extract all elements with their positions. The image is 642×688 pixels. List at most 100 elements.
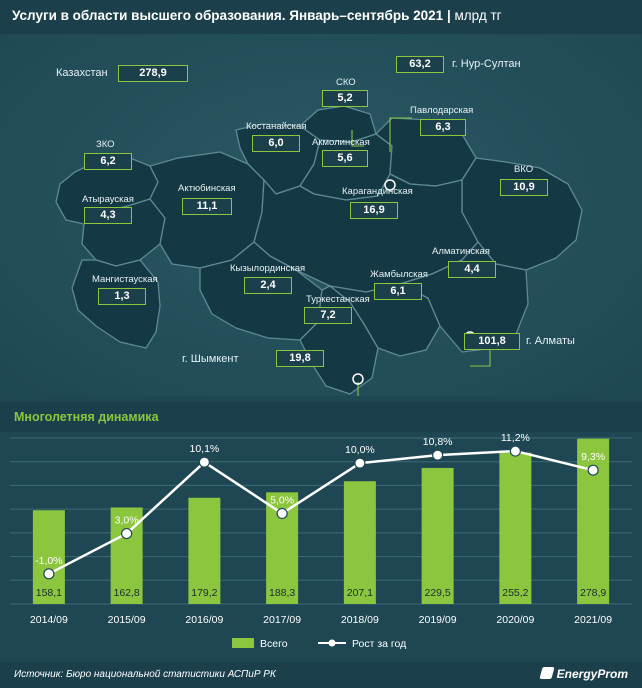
header-bar: Услуги в области высшего образования. Ян… [0, 0, 642, 34]
bar-total [499, 452, 532, 604]
country-value: 278,9 [118, 65, 188, 82]
region-label-zhambyl: Жамбылская [370, 269, 428, 280]
region-value-mangystau: 1,3 [98, 288, 146, 305]
region-value-kyzylorda: 2,4 [244, 277, 292, 294]
x-tick-label: 2015/09 [108, 614, 146, 626]
leader-nursultan [389, 117, 412, 152]
region-value-pavlodar: 6,3 [420, 119, 466, 136]
region-label-akmola: Акмолинская [312, 137, 370, 148]
region-value-vko: 10,9 [500, 179, 548, 196]
region-value-nursultan: 63,2 [396, 56, 444, 73]
growth-point [198, 456, 210, 468]
region-value-turkestan: 7,2 [304, 307, 352, 324]
region-value-sko: 5,2 [322, 90, 368, 107]
growth-point [432, 449, 444, 461]
region-label-aktobe: Актюбинская [178, 183, 236, 194]
page-title: Услуги в области высшего образования. Ян… [12, 8, 502, 23]
leader-shymkent [357, 382, 359, 396]
bar-total [32, 510, 65, 604]
growth-value-label: -1,0% [35, 555, 62, 567]
growth-point [354, 457, 366, 469]
chart-title: Многолетняя динамика [14, 410, 159, 424]
region-value-atyrau: 4,3 [84, 207, 132, 224]
bar-value-label: 162,8 [113, 587, 139, 599]
growth-point [121, 527, 133, 540]
growth-value-label: 10,1% [189, 443, 219, 455]
title-text: Услуги в области высшего образования. Ян… [12, 8, 444, 23]
region-value-karaganda: 16,9 [350, 202, 398, 219]
city-marker-nursultan [384, 179, 396, 191]
chart-header: Многолетняя динамика [0, 402, 642, 432]
city-marker-shymkent [352, 373, 364, 385]
growth-point [587, 464, 599, 476]
region-value-kostanay: 6,0 [252, 135, 300, 152]
x-tick-label: 2016/09 [185, 614, 223, 626]
title-unit: млрд тг [454, 8, 502, 23]
bar-value-label: 255,2 [502, 587, 528, 599]
region-label-shymkent: г. Шымкент [182, 353, 239, 365]
region-label-karaganda: Карагандинская [342, 186, 413, 197]
region-label-pavlodar: Павлодарская [410, 105, 474, 116]
region-value-aktobe: 11,1 [182, 198, 232, 215]
x-tick-label: 2019/09 [419, 614, 457, 626]
growth-point [509, 445, 521, 457]
growth-point [43, 568, 55, 580]
bar-value-label: 158,1 [36, 587, 62, 599]
source-text: Источник: Бюро национальной статистики А… [14, 669, 276, 680]
energyprom-icon [539, 667, 555, 679]
title-separator: | [446, 8, 455, 23]
region-label-zko: ЗКО [96, 139, 115, 150]
map-panel: Казахстан 278,9 СКО 5,2 63,2 г. Нур-Султ… [0, 34, 642, 396]
region-label-mangystau: Мангистауская [92, 274, 158, 285]
country-label: Казахстан [56, 67, 108, 79]
region-value-almaty: 4,4 [448, 261, 496, 278]
region-value-zhambyl: 6,1 [374, 283, 422, 300]
growth-value-label: 10,0% [345, 444, 375, 456]
x-tick-label: 2020/09 [496, 614, 534, 626]
bar-total [421, 467, 454, 604]
leader-sko [351, 130, 364, 147]
region-value-shymkent: 19,8 [276, 350, 324, 367]
region-value-zko: 6,2 [84, 153, 132, 170]
legend-swatch-total [232, 638, 254, 648]
growth-value-label: 9,3% [581, 451, 605, 463]
growth-value-label: 3,0% [115, 515, 139, 527]
region-label-turkestan: Туркестанская [306, 294, 370, 305]
region-almaty [399, 241, 529, 353]
growth-value-label: 11,2% [501, 432, 530, 444]
bar-value-label: 229,5 [424, 587, 450, 599]
growth-line [48, 449, 594, 575]
bar-value-label: 278,9 [580, 587, 606, 599]
x-tick-label: 2018/09 [341, 614, 379, 626]
bar-value-label: 179,2 [191, 587, 217, 599]
chart-legend: Всего Рост за год [0, 634, 642, 654]
x-tick-label: 2014/09 [30, 614, 68, 626]
legend-marker-growth [328, 639, 336, 647]
brand-logo: EnergyProm [539, 667, 628, 681]
x-tick-label: 2021/09 [574, 614, 612, 626]
growth-value-label: 5,0% [270, 494, 294, 506]
x-tick-label: 2017/09 [263, 614, 301, 626]
region-label-almaty-city: г. Алматы [526, 335, 575, 347]
bar-total [343, 481, 376, 604]
growth-value-label: 10,8% [423, 436, 453, 448]
brand-name: EnergyProm [556, 667, 628, 681]
bar-total [577, 438, 610, 604]
region-label-nursultan: г. Нур-Султан [452, 58, 521, 70]
region-label-atyrau: Атырауская [82, 194, 134, 205]
bar-value-label: 188,3 [269, 587, 295, 599]
legend-label-total: Всего [260, 638, 288, 650]
footer: Источник: Бюро национальной статистики А… [0, 662, 642, 688]
region-label-vko: ВКО [514, 164, 534, 175]
legend-label-growth: Рост за год [352, 638, 406, 650]
bar-value-label: 207,1 [347, 587, 373, 599]
region-label-almaty: Алматинская [432, 246, 490, 257]
leader-almaty [470, 342, 491, 367]
growth-point [276, 507, 288, 520]
dynamics-chart: 158,1 2014/09 162,8 2015/09 179,2 2016/09 188,… [10, 432, 632, 626]
region-label-kyzylorda: Кызылординская [230, 263, 306, 274]
region-value-akmola: 5,6 [322, 150, 368, 167]
region-value-almaty-city: 101,8 [464, 333, 520, 350]
region-label-sko: СКО [336, 77, 356, 88]
bar-total [188, 497, 221, 604]
